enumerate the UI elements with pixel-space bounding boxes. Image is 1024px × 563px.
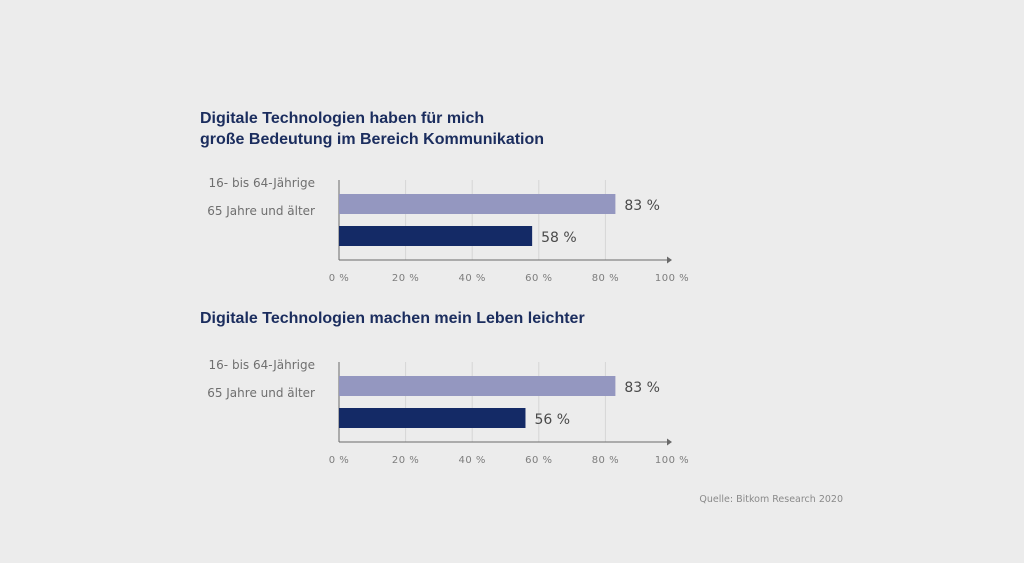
category-label: 65 Jahre und älter xyxy=(207,204,315,218)
x-tick-label: 20 % xyxy=(392,273,419,284)
category-label: 16- bis 64-Jährige xyxy=(209,176,315,190)
x-tick-label: 40 % xyxy=(458,455,485,466)
x-axis-arrow-icon xyxy=(667,256,672,264)
category-label: 16- bis 64-Jährige xyxy=(209,358,315,372)
data-label: 83 % xyxy=(624,198,660,214)
x-tick-label: 0 % xyxy=(329,455,350,466)
bar xyxy=(339,226,533,246)
chart-communication: Digitale Technologien haben für mich groß… xyxy=(200,110,689,284)
x-tick-label: 0 % xyxy=(329,273,350,284)
bar xyxy=(339,194,616,214)
bar xyxy=(339,408,526,428)
data-label: 83 % xyxy=(624,380,660,396)
x-tick-label: 100 % xyxy=(655,273,689,284)
x-tick-label: 60 % xyxy=(525,455,552,466)
source-note: Quelle: Bitkom Research 2020 xyxy=(699,494,843,505)
chart-title-line: Digitale Technologien haben für mich xyxy=(200,110,484,127)
category-label: 65 Jahre und älter xyxy=(207,386,315,400)
x-tick-label: 20 % xyxy=(392,455,419,466)
x-tick-label: 80 % xyxy=(592,455,619,466)
x-tick-label: 80 % xyxy=(592,273,619,284)
data-label: 56 % xyxy=(534,412,570,428)
data-label: 58 % xyxy=(541,230,577,246)
chart-title-line: große Bedeutung im Bereich Kommunikation xyxy=(200,131,544,148)
bar xyxy=(339,376,616,396)
x-tick-label: 40 % xyxy=(458,273,485,284)
x-tick-label: 100 % xyxy=(655,455,689,466)
chart-life-easier: Digitale Technologien machen mein Leben … xyxy=(200,310,689,466)
chart-title-line: Digitale Technologien machen mein Leben … xyxy=(200,310,585,327)
x-axis-arrow-icon xyxy=(667,438,672,446)
x-tick-label: 60 % xyxy=(525,273,552,284)
